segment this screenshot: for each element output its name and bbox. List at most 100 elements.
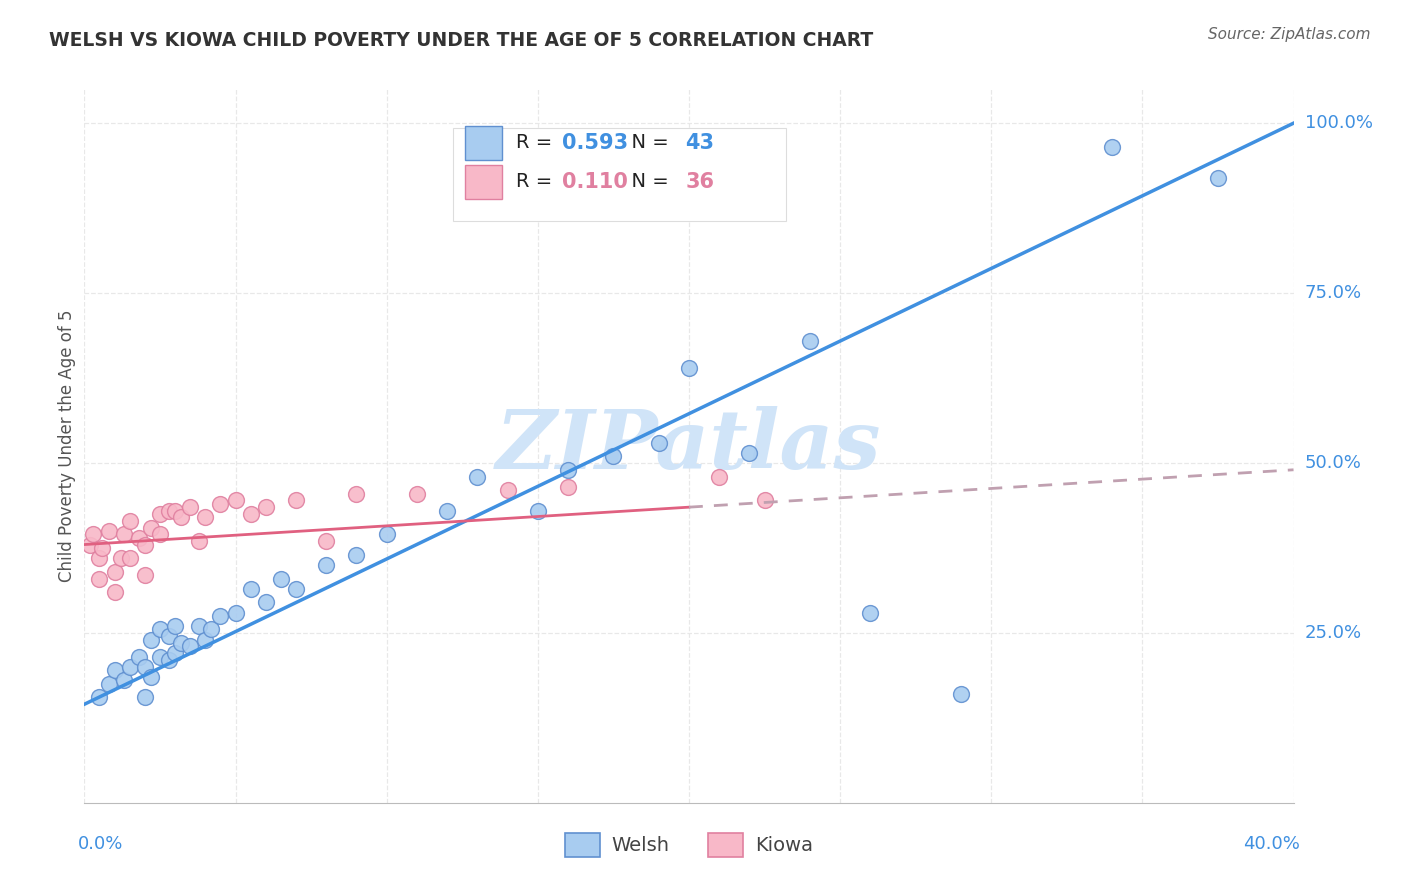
Point <box>557 463 579 477</box>
Point <box>254 500 277 515</box>
Point <box>209 608 232 623</box>
Point <box>225 606 247 620</box>
Point <box>163 646 186 660</box>
Point <box>139 632 162 647</box>
Text: Source: ZipAtlas.com: Source: ZipAtlas.com <box>1208 27 1371 42</box>
Point <box>82 527 104 541</box>
Point <box>89 690 111 705</box>
Point <box>602 449 624 463</box>
Text: 0.593: 0.593 <box>562 133 628 153</box>
Point <box>157 653 180 667</box>
Point <box>139 520 162 534</box>
Point <box>194 510 217 524</box>
Point <box>118 551 141 566</box>
Point <box>1101 140 1123 154</box>
Point <box>799 334 821 348</box>
Point <box>270 572 292 586</box>
Point <box>170 510 193 524</box>
Point <box>128 531 150 545</box>
Point <box>678 360 700 375</box>
Point <box>647 435 671 450</box>
Text: 0.0%: 0.0% <box>79 835 124 853</box>
Text: WELSH VS KIOWA CHILD POVERTY UNDER THE AGE OF 5 CORRELATION CHART: WELSH VS KIOWA CHILD POVERTY UNDER THE A… <box>49 31 873 50</box>
Text: 43: 43 <box>685 133 714 153</box>
Point <box>112 673 135 688</box>
Point <box>89 572 111 586</box>
Point <box>194 632 217 647</box>
Point <box>149 527 172 541</box>
Point <box>315 534 337 549</box>
Point <box>406 486 429 500</box>
Text: 75.0%: 75.0% <box>1305 284 1362 302</box>
Point <box>134 537 156 551</box>
Point <box>526 503 548 517</box>
Point <box>139 670 162 684</box>
Point <box>79 537 101 551</box>
Point <box>134 660 156 674</box>
Point <box>118 514 141 528</box>
Point <box>254 595 277 609</box>
Text: 0.110: 0.110 <box>562 172 628 192</box>
Text: 100.0%: 100.0% <box>1305 114 1372 132</box>
Point <box>179 640 201 654</box>
Point <box>188 534 211 549</box>
Text: R =: R = <box>516 172 558 192</box>
Text: 50.0%: 50.0% <box>1305 454 1361 472</box>
Text: N =: N = <box>619 172 675 192</box>
Point <box>128 649 150 664</box>
Point <box>104 565 127 579</box>
Point <box>436 503 458 517</box>
Point <box>97 524 120 538</box>
Point <box>134 690 156 705</box>
FancyBboxPatch shape <box>465 165 502 199</box>
Point <box>97 677 120 691</box>
Point <box>149 623 172 637</box>
Text: R =: R = <box>516 133 558 153</box>
Point <box>188 619 211 633</box>
Point <box>104 663 127 677</box>
Text: ZIPatlas: ZIPatlas <box>496 406 882 486</box>
Legend: Welsh, Kiowa: Welsh, Kiowa <box>557 825 821 864</box>
Point <box>104 585 127 599</box>
Point <box>225 493 247 508</box>
Point <box>346 486 368 500</box>
Point <box>149 507 172 521</box>
Point <box>149 649 172 664</box>
Point <box>91 541 114 555</box>
Point <box>557 480 579 494</box>
Point <box>163 503 186 517</box>
Point <box>239 507 262 521</box>
Point <box>375 527 398 541</box>
Point <box>179 500 201 515</box>
Point <box>315 558 337 572</box>
Point <box>157 503 180 517</box>
Text: N =: N = <box>619 133 675 153</box>
Point <box>134 568 156 582</box>
Point <box>163 619 186 633</box>
Point <box>284 493 308 508</box>
Point <box>738 446 761 460</box>
Point <box>284 582 308 596</box>
Point <box>110 551 132 566</box>
Point <box>467 469 489 483</box>
Point <box>496 483 519 498</box>
Point <box>200 623 222 637</box>
Point <box>346 548 368 562</box>
FancyBboxPatch shape <box>453 128 786 221</box>
FancyBboxPatch shape <box>465 126 502 160</box>
Point <box>754 493 776 508</box>
Text: 36: 36 <box>685 172 714 192</box>
Text: 25.0%: 25.0% <box>1305 624 1362 642</box>
Text: 40.0%: 40.0% <box>1243 835 1299 853</box>
Point <box>112 527 135 541</box>
Point <box>157 629 180 643</box>
Point <box>89 551 111 566</box>
Point <box>950 687 973 701</box>
Y-axis label: Child Poverty Under the Age of 5: Child Poverty Under the Age of 5 <box>58 310 76 582</box>
Point <box>239 582 262 596</box>
Point <box>859 606 882 620</box>
Point <box>1206 170 1229 185</box>
Point <box>709 469 731 483</box>
Point <box>209 497 232 511</box>
Point <box>118 660 141 674</box>
